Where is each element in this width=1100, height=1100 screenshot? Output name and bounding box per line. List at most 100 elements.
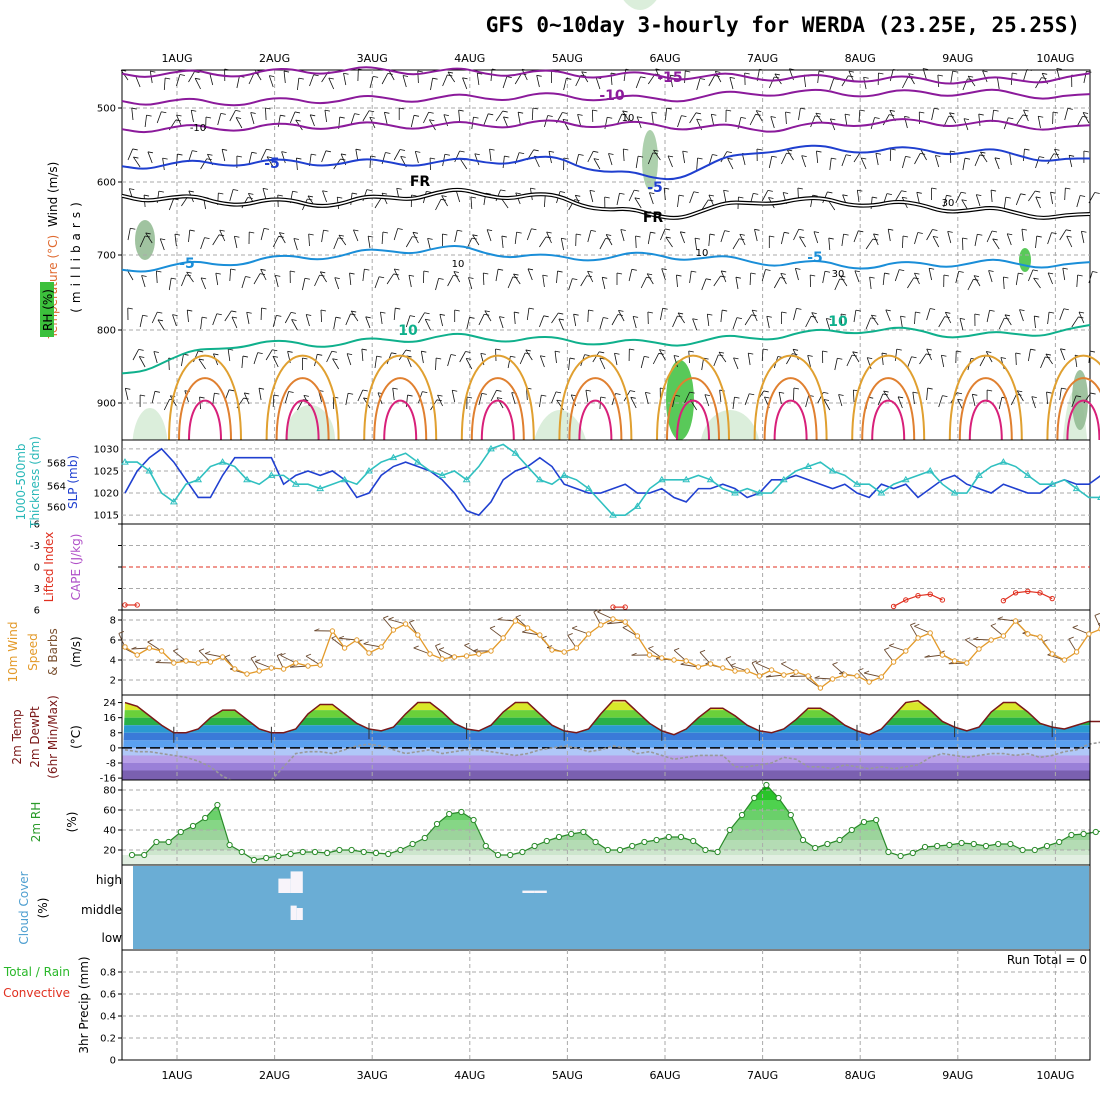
wind-point [939, 652, 946, 658]
wind-barb-upper [168, 198, 174, 211]
wind-barb-upper [971, 394, 976, 407]
wind-barb-flag [558, 312, 564, 315]
rh-point [153, 838, 160, 846]
wind-barb-flag [807, 354, 813, 357]
wind-barb-upper [153, 351, 158, 364]
wind-barb-upper [885, 309, 891, 322]
wind-point [915, 635, 921, 641]
surface-barb [730, 664, 748, 672]
wind-point [293, 660, 299, 666]
wind-barb-upper [155, 271, 158, 284]
wind-barb-flag [512, 276, 518, 279]
wind-barb-upper [1082, 112, 1090, 124]
rh-point [775, 794, 782, 802]
wind-barb-flag [840, 313, 847, 316]
wind-barb-upper [653, 149, 661, 161]
thickness-marker [706, 475, 715, 483]
temp-band [122, 740, 1090, 748]
wind-barb-flag [1012, 72, 1018, 75]
wind-barb-flag [1065, 229, 1072, 232]
wind-barb-flag [917, 232, 923, 234]
thickness-marker [438, 471, 447, 478]
wind-barb-upper [1016, 390, 1024, 402]
wind-barb-upper [556, 271, 558, 284]
wind-barb-flag [272, 355, 279, 358]
wind-barb-flag [127, 307, 133, 310]
wind-barb-upper [1071, 316, 1079, 328]
wind-barb-upper [423, 112, 430, 124]
wind-barb-flag [795, 268, 801, 270]
wind-barb-flag [447, 71, 454, 74]
wind-barb-upper [447, 71, 456, 83]
wind-barb-flag [712, 154, 718, 156]
wind-barb-upper [176, 154, 178, 167]
wind-barb-upper [708, 234, 711, 247]
tick-label: 16 [103, 713, 116, 724]
surface-barb [464, 644, 480, 655]
wind-barb-flag [260, 268, 266, 271]
temp-band [122, 700, 1090, 703]
wind-barb-flag [263, 227, 270, 230]
wind-barb-upper [733, 357, 739, 370]
wind-barb-flag [250, 112, 256, 114]
wind-barb-flag [518, 111, 524, 114]
wind-barb-flag [590, 230, 596, 232]
wind-barb-upper [628, 189, 635, 202]
wind-point [1025, 631, 1031, 637]
surface-barb-flag [289, 664, 296, 668]
surface-barb [331, 637, 345, 649]
wind-barb-upper [761, 349, 764, 362]
surface-barb [597, 611, 614, 620]
wind-barb-upper [188, 230, 191, 243]
wind-barb-upper [744, 314, 752, 326]
wind-barb-flag [347, 353, 353, 355]
slp-lines [121, 443, 1100, 518]
temp-label-4: (°C) [69, 725, 83, 749]
wind-barb-flag [426, 190, 432, 193]
wind-barb-upper [661, 268, 666, 281]
wind-barb-flag [324, 109, 331, 112]
wind-barb-flag [708, 194, 714, 197]
wind-barb-flag [786, 152, 792, 155]
chart-title: GFS 0~10day 3-hourly for WERDA (23.25E, … [486, 13, 1080, 37]
wind-barb-flag [915, 311, 921, 314]
wind-point [903, 648, 909, 654]
wind-barb-flag [218, 234, 225, 237]
wind-barb-flag [830, 118, 836, 121]
wind-barb-flag [848, 70, 855, 73]
wind-barb-upper [907, 277, 915, 289]
contour-label: -10 [190, 123, 206, 134]
cloud-level-high: high [96, 873, 122, 887]
wind-barb-upper [655, 68, 661, 81]
thickness-marker [267, 471, 276, 478]
wind-barb-upper [605, 234, 613, 246]
wind-barb-upper [599, 317, 604, 330]
wind-barb-flag [873, 233, 879, 236]
wind-barb-flag [527, 268, 534, 271]
wind-barb-flag [991, 230, 998, 233]
thickness-tick: 560 [47, 503, 66, 514]
wind-barb-flag [603, 317, 609, 319]
wind-barb-upper [928, 268, 932, 281]
wind-barb-upper [902, 156, 906, 169]
temp-band [122, 717, 1090, 726]
thickness-marker [389, 453, 398, 461]
wind-point [878, 674, 885, 680]
wind-barb-upper [531, 107, 534, 121]
wind-barb-upper [672, 315, 678, 328]
wind-barb-upper [1035, 156, 1040, 169]
wind-barb-upper [902, 235, 904, 249]
wind-barb-upper [266, 156, 274, 168]
wind-barb-upper [689, 112, 697, 124]
surface-barb [914, 625, 931, 634]
wind-barb-flag [1089, 350, 1096, 353]
wind-barb-flag [704, 394, 710, 397]
wind-barb-flag [705, 278, 712, 281]
wind-barb-flag [459, 150, 465, 153]
wind-barb-upper [587, 230, 592, 243]
temp-band [122, 732, 1090, 741]
wind-barb-flag [658, 352, 664, 355]
wind-barb-upper [478, 314, 485, 326]
wind-barb-upper [727, 158, 734, 170]
wind-barb-flag [905, 156, 911, 158]
